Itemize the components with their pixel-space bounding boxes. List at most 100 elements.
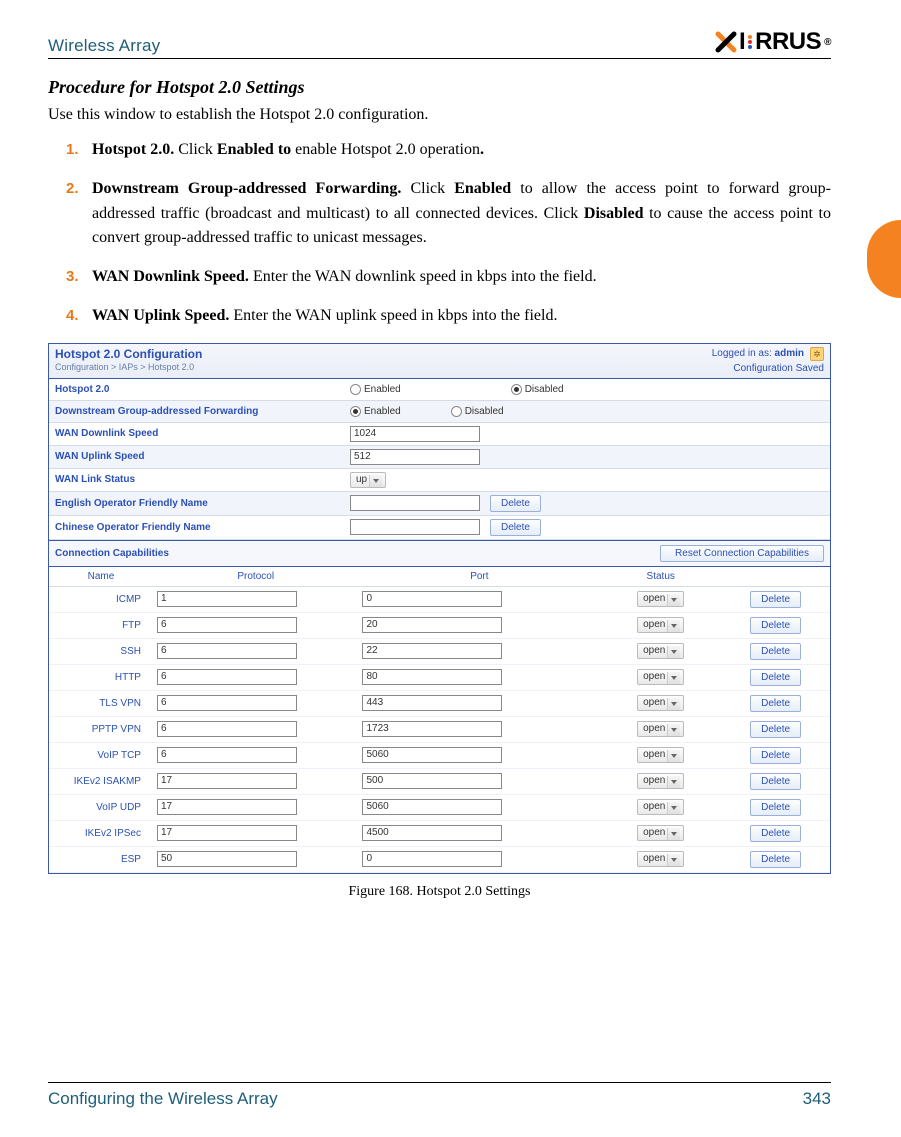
cap-name: SSH xyxy=(49,638,153,664)
status-select[interactable]: open xyxy=(637,721,684,737)
radio-option-enabled[interactable]: Enabled xyxy=(350,406,401,417)
table-row: IKEv2 ISAKMP17 500 open Delete xyxy=(49,768,830,794)
table-row: PPTP VPN61723openDelete xyxy=(49,716,830,742)
setting-label: WAN Uplink Speed xyxy=(55,451,350,462)
protocol-input[interactable]: 50 xyxy=(157,851,297,867)
status-select[interactable]: open xyxy=(637,799,684,815)
logo-text-2: RRUS xyxy=(755,28,821,56)
setting-control: Delete xyxy=(350,519,824,536)
delete-button[interactable]: Delete xyxy=(750,851,801,868)
port-input[interactable]: 0 xyxy=(362,591,502,607)
status-select[interactable]: open xyxy=(637,695,684,711)
setting-control: Delete xyxy=(350,495,824,512)
table-row: FTP620openDelete xyxy=(49,612,830,638)
delete-button[interactable]: Delete xyxy=(750,721,801,738)
logged-in-user: admin xyxy=(775,348,804,359)
status-select[interactable]: open xyxy=(637,773,684,789)
cap-name: VoIP TCP xyxy=(49,742,153,768)
delete-button[interactable]: Delete xyxy=(750,825,801,842)
port-input[interactable]: 4500 xyxy=(362,825,502,841)
delete-button[interactable]: Delete xyxy=(750,591,801,608)
radio-option-disabled[interactable]: Disabled xyxy=(511,384,564,395)
conn-cap-body: ICMP10openDeleteFTP620openDeleteSSH622op… xyxy=(49,586,830,872)
port-input[interactable]: 5060 xyxy=(362,747,502,763)
logo-text-1: I xyxy=(739,28,745,56)
cap-name: IKEv2 ISAKMP xyxy=(49,768,153,794)
radio-label: Enabled xyxy=(364,406,401,417)
text-input[interactable] xyxy=(350,519,480,535)
port-input[interactable]: 500 xyxy=(362,773,502,789)
protocol-input[interactable]: 6 xyxy=(157,747,297,763)
column-header: Protocol xyxy=(153,567,359,587)
header-title: Wireless Array xyxy=(48,36,160,56)
text-input[interactable]: 1024 xyxy=(350,426,480,442)
cap-name: IKEv2 IPSec xyxy=(49,820,153,846)
cap-name: VoIP UDP xyxy=(49,794,153,820)
port-input[interactable]: 5060 xyxy=(362,799,502,815)
status-select[interactable]: open xyxy=(637,643,684,659)
protocol-input[interactable]: 6 xyxy=(157,617,297,633)
footer-left: Configuring the Wireless Array xyxy=(48,1089,278,1109)
delete-button[interactable]: Delete xyxy=(490,495,541,512)
delete-button[interactable]: Delete xyxy=(750,669,801,686)
step-body: WAN Uplink Speed. Enter the WAN uplink s… xyxy=(92,304,831,329)
setting-row: WAN Link Statusup xyxy=(49,469,830,492)
port-input[interactable]: 0 xyxy=(362,851,502,867)
setting-row: Hotspot 2.0EnabledDisabled xyxy=(49,379,830,401)
protocol-input[interactable]: 6 xyxy=(157,695,297,711)
gear-icon[interactable]: ✲ xyxy=(810,347,824,361)
footer-page-number: 343 xyxy=(803,1089,831,1109)
table-row: IKEv2 IPSec17 4500 open Delete xyxy=(49,820,830,846)
status-select[interactable]: open xyxy=(637,617,684,633)
protocol-input[interactable]: 17 xyxy=(157,799,297,815)
port-input[interactable]: 80 xyxy=(362,669,502,685)
status-select[interactable]: open xyxy=(637,825,684,841)
status-select[interactable]: open xyxy=(637,851,684,867)
radio-option-disabled[interactable]: Disabled xyxy=(451,406,504,417)
port-input[interactable]: 443 xyxy=(362,695,502,711)
column-header xyxy=(721,567,830,587)
delete-button[interactable]: Delete xyxy=(750,695,801,712)
delete-button[interactable]: Delete xyxy=(750,643,801,660)
status-select[interactable]: open xyxy=(637,747,684,763)
shot-title: Hotspot 2.0 Configuration xyxy=(55,347,202,361)
status-select[interactable]: open xyxy=(637,669,684,685)
table-row: SSH6 22 open Delete xyxy=(49,638,830,664)
step-item: 1.Hotspot 2.0. Click Enabled to enable H… xyxy=(48,138,831,163)
delete-button[interactable]: Delete xyxy=(750,773,801,790)
table-row: TLS VPN6443openDelete xyxy=(49,690,830,716)
setting-control: 1024 xyxy=(350,426,824,442)
protocol-input[interactable]: 6 xyxy=(157,721,297,737)
port-input[interactable]: 20 xyxy=(362,617,502,633)
protocol-input[interactable]: 6 xyxy=(157,643,297,659)
reset-conn-cap-button[interactable]: Reset Connection Capabilities xyxy=(660,545,824,562)
delete-button[interactable]: Delete xyxy=(750,617,801,634)
protocol-input[interactable]: 1 xyxy=(157,591,297,607)
setting-row: WAN Downlink Speed1024 xyxy=(49,423,830,446)
port-input[interactable]: 1723 xyxy=(362,721,502,737)
setting-control: Enabled Disabled xyxy=(350,406,824,417)
setting-row: English Operator Friendly NameDelete xyxy=(49,492,830,516)
text-input[interactable]: 512 xyxy=(350,449,480,465)
setting-control: 512 xyxy=(350,449,824,465)
port-input[interactable]: 22 xyxy=(362,643,502,659)
table-row: VoIP UDP17 5060 open Delete xyxy=(49,794,830,820)
setting-label: Downstream Group-addressed Forwarding xyxy=(55,406,350,417)
radio-icon xyxy=(511,384,522,395)
radio-option-enabled[interactable]: Enabled xyxy=(350,384,401,395)
conn-cap-title: Connection Capabilities xyxy=(55,548,169,559)
column-header: Port xyxy=(358,567,600,587)
protocol-input[interactable]: 6 xyxy=(157,669,297,685)
delete-button[interactable]: Delete xyxy=(490,519,541,536)
status-select[interactable]: open xyxy=(637,591,684,607)
table-row: ICMP10openDelete xyxy=(49,586,830,612)
protocol-input[interactable]: 17 xyxy=(157,773,297,789)
conn-cap-table: NameProtocolPortStatus ICMP10openDeleteF… xyxy=(49,567,830,873)
step-item: 3.WAN Downlink Speed. Enter the WAN down… xyxy=(48,265,831,290)
setting-control: up xyxy=(350,472,824,488)
protocol-input[interactable]: 17 xyxy=(157,825,297,841)
text-input[interactable] xyxy=(350,495,480,511)
delete-button[interactable]: Delete xyxy=(750,747,801,764)
select-input[interactable]: up xyxy=(350,472,386,488)
delete-button[interactable]: Delete xyxy=(750,799,801,816)
